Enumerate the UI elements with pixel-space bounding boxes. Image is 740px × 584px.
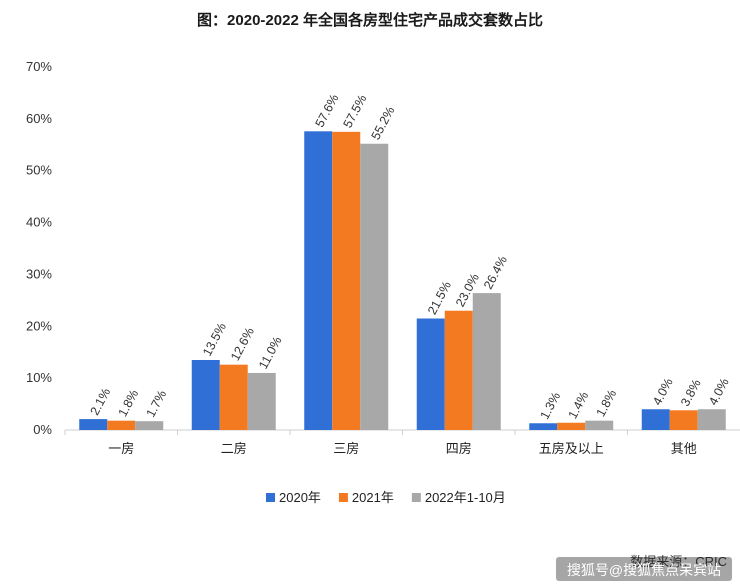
y-tick-label: 50% xyxy=(26,163,52,178)
y-tick-label: 0% xyxy=(33,422,52,437)
data-label: 1.4% xyxy=(566,389,592,421)
bars xyxy=(79,131,726,431)
data-labels: 2.1% 1.8% 1.7%13.5%12.6%11.0%57.6%57.5%55.… xyxy=(88,92,732,422)
data-label: 11.0% xyxy=(256,334,285,371)
bar xyxy=(219,364,248,430)
legend-label: 2020年 xyxy=(279,490,321,505)
y-tick-label: 40% xyxy=(26,215,52,230)
watermark-backdrop xyxy=(556,557,732,581)
data-label: 26.4% xyxy=(481,254,510,292)
bar xyxy=(304,131,333,430)
bar xyxy=(697,409,726,430)
bar xyxy=(332,131,361,431)
data-label: 1.8% xyxy=(116,387,142,419)
bar xyxy=(444,310,473,430)
bar xyxy=(641,409,670,430)
bar xyxy=(135,421,164,430)
legend-label: 2021年 xyxy=(352,490,394,505)
data-label: 1.8% xyxy=(594,387,620,419)
bar xyxy=(557,422,586,430)
bar xyxy=(107,420,136,430)
source-note: 数据来源：CRIC xyxy=(630,554,727,569)
y-tick-label: 60% xyxy=(26,111,52,126)
chart-title: 图：2020-2022 年全国各房型住宅产品成交套数占比 xyxy=(197,11,543,29)
data-label: 4.0% xyxy=(650,376,676,408)
x-tick-label: 二房 xyxy=(221,441,247,456)
bar xyxy=(79,419,108,430)
legend-swatch xyxy=(338,493,348,502)
y-tick-label: 30% xyxy=(26,266,52,281)
legend-label: 2022年1-10月 xyxy=(425,490,506,505)
x-tick-label: 一房 xyxy=(108,441,134,456)
y-tick-label: 20% xyxy=(26,318,52,333)
bar xyxy=(669,410,698,430)
data-label: 1.3% xyxy=(538,390,564,422)
bar xyxy=(472,293,501,430)
y-tick-label: 70% xyxy=(26,59,52,74)
data-label: 55.2% xyxy=(369,104,398,142)
data-label: 13.5% xyxy=(200,321,229,359)
x-tick-label: 五房及以上 xyxy=(539,441,604,456)
legend-swatch xyxy=(411,493,421,502)
data-label: 4.0% xyxy=(706,376,732,408)
bar xyxy=(247,372,276,430)
bar xyxy=(416,318,445,430)
x-tick-label: 三房 xyxy=(333,441,359,456)
data-label: 12.6% xyxy=(228,325,257,363)
y-axis: 0% 10% 20% 30% 40% 50% 60% 70% xyxy=(26,59,52,437)
watermark: 搜狐号@搜狐焦点呆宾站 xyxy=(567,562,721,578)
bar xyxy=(529,423,558,430)
y-tick-label: 10% xyxy=(26,370,52,385)
legend: 2020年 2021年 2022年1-10月 xyxy=(266,490,506,505)
data-label: 1.7% xyxy=(144,388,170,420)
bar xyxy=(191,359,220,430)
data-label: 2.1% xyxy=(88,386,114,418)
data-label: 57.5% xyxy=(341,92,370,130)
bar xyxy=(360,143,389,430)
legend-swatch xyxy=(266,493,275,502)
data-label: 3.8% xyxy=(678,377,704,409)
x-axis: 一房 二房 三房 四房 五房及以上 其他 xyxy=(64,430,697,456)
data-label: 57.6% xyxy=(313,92,342,130)
x-tick-label: 四房 xyxy=(446,441,472,456)
x-tick-label: 其他 xyxy=(671,441,697,456)
bar xyxy=(585,420,614,430)
